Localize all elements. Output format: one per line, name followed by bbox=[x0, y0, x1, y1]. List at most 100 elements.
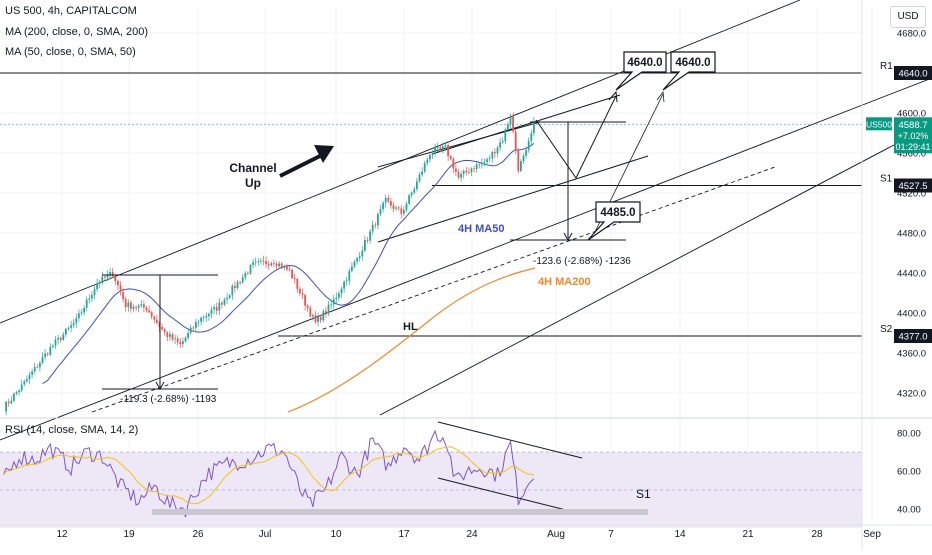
candle-body bbox=[137, 305, 140, 308]
candle-body bbox=[70, 325, 72, 328]
candle-body bbox=[447, 145, 449, 157]
candle-body bbox=[449, 156, 452, 159]
rsi-line bbox=[3, 429, 535, 518]
candle-body bbox=[322, 311, 325, 321]
candle-body bbox=[169, 334, 171, 337]
candle-body bbox=[106, 274, 109, 278]
candle-body bbox=[426, 159, 429, 164]
alt-projection-arrowhead bbox=[656, 90, 665, 103]
candle-body bbox=[41, 357, 44, 363]
channel-lines bbox=[0, 0, 932, 441]
symbol-title: US 500, 4h, CAPITALCOM bbox=[5, 5, 137, 17]
price-label-text: 4377.0 bbox=[898, 332, 927, 343]
candle-body bbox=[5, 401, 7, 412]
candle-body bbox=[67, 327, 70, 329]
candle-body bbox=[213, 307, 215, 310]
candle-body bbox=[382, 202, 384, 210]
candle-body bbox=[122, 292, 124, 300]
candle-body bbox=[262, 260, 265, 262]
candle-body bbox=[57, 337, 59, 340]
candle-body bbox=[304, 294, 306, 306]
x-tick-label: 28 bbox=[811, 529, 823, 540]
x-tick-label: Aug bbox=[547, 529, 565, 540]
candle-body bbox=[527, 140, 530, 151]
candle-body bbox=[533, 121, 535, 134]
measure-left-arrowhead bbox=[155, 381, 165, 391]
candle-body bbox=[356, 258, 358, 262]
candle-body bbox=[273, 263, 275, 265]
candle-body bbox=[179, 342, 182, 345]
candle-body bbox=[18, 390, 20, 393]
last-price-box bbox=[894, 117, 932, 154]
price-label-box bbox=[894, 66, 932, 80]
candle-body bbox=[83, 307, 85, 313]
candle-body bbox=[15, 392, 18, 394]
candle-body bbox=[520, 161, 522, 171]
rsi-channel-bottom bbox=[437, 477, 583, 515]
candle-body bbox=[514, 131, 517, 151]
candle-body bbox=[85, 299, 88, 308]
y-tick-label: 4360.0 bbox=[897, 349, 926, 360]
currency-button[interactable]: USD bbox=[890, 6, 926, 28]
candle-body bbox=[465, 170, 468, 173]
candle-body bbox=[525, 150, 527, 156]
candle-body bbox=[218, 302, 221, 311]
target-1-text: 4640.0 bbox=[627, 57, 662, 69]
measure-right-arrowhead bbox=[563, 232, 573, 242]
channel-up-arrow-shaft bbox=[279, 154, 321, 178]
candle-body bbox=[288, 269, 291, 271]
candle-body bbox=[114, 276, 117, 281]
candle-body bbox=[49, 346, 52, 355]
candle-body bbox=[231, 285, 234, 296]
measure-left-label: -119.3 (-2.68%) -1193 bbox=[120, 394, 217, 405]
candle-body bbox=[124, 299, 127, 308]
last-change-text: +7.02% bbox=[898, 131, 929, 141]
rsi-pane bbox=[3, 421, 648, 518]
candle-body bbox=[517, 150, 520, 171]
candle-body bbox=[62, 334, 65, 340]
candle-body bbox=[358, 256, 361, 259]
candle-body bbox=[205, 316, 208, 318]
candle-body bbox=[228, 295, 231, 298]
candle-body bbox=[215, 307, 218, 311]
candle-body bbox=[348, 271, 351, 281]
candle-body bbox=[452, 158, 455, 169]
candle-body bbox=[150, 312, 153, 317]
candle-body bbox=[36, 366, 39, 368]
candle-body bbox=[470, 168, 473, 173]
candle-body bbox=[481, 162, 483, 165]
rsi-legend: RSI (14, close, SMA, 14, 2) bbox=[5, 424, 139, 436]
candle-body bbox=[148, 310, 150, 313]
candle-body bbox=[13, 393, 15, 401]
rsi-support-bar bbox=[152, 509, 648, 515]
symbol-badge bbox=[866, 117, 892, 131]
candle-body bbox=[405, 203, 408, 210]
candle-body bbox=[501, 141, 504, 143]
level-name: R1 bbox=[880, 61, 893, 72]
candle-body bbox=[78, 313, 80, 319]
candle-body bbox=[434, 147, 436, 154]
candle-body bbox=[109, 272, 111, 275]
projection-arrowhead bbox=[608, 90, 618, 103]
candle-body bbox=[192, 327, 195, 329]
candle-body bbox=[91, 294, 93, 299]
target-2-box bbox=[662, 51, 716, 91]
candle-body bbox=[496, 147, 499, 154]
candle-body bbox=[265, 261, 267, 265]
candle-body bbox=[361, 250, 364, 257]
channel-label-2: Up bbox=[245, 176, 261, 190]
candle-body bbox=[46, 353, 49, 355]
candle-body bbox=[384, 197, 387, 203]
candle-body bbox=[522, 155, 525, 162]
candle-body bbox=[436, 147, 439, 148]
candle-body bbox=[431, 153, 434, 156]
candle-body bbox=[267, 264, 270, 266]
candle-body bbox=[33, 366, 36, 372]
candle-body bbox=[174, 338, 176, 340]
candle-body bbox=[171, 334, 174, 340]
candle-body bbox=[379, 209, 382, 215]
inner-channel-bottom bbox=[377, 155, 649, 243]
channel-label: Channel bbox=[229, 161, 276, 175]
candle-body bbox=[309, 308, 312, 317]
